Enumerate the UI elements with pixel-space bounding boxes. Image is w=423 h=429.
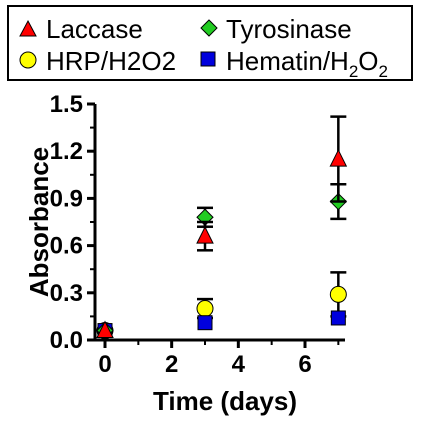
y-tick-label: 0.9 — [50, 185, 83, 212]
data-point-hrp — [329, 285, 347, 303]
legend-label-tyrosinase: Tyrosinase — [226, 14, 352, 44]
legend-triangle-icon — [19, 19, 37, 37]
legend-item-hematin: Hematin/H2O2 — [200, 46, 388, 81]
x-tick-label: 2 — [165, 351, 178, 378]
data-point-hrp — [196, 300, 214, 318]
y-tick-label: 0.0 — [50, 327, 83, 354]
y-tick-label: 1.2 — [50, 138, 83, 165]
y-axis-title: Absorbance — [24, 147, 54, 297]
x-axis-title: Time (days) — [153, 386, 297, 416]
x-tick-label: 4 — [232, 351, 246, 378]
x-ticks: 0 2 4 6 — [98, 340, 340, 378]
x-tick-label: 0 — [98, 351, 111, 378]
legend-item-tyrosinase: Tyrosinase — [200, 14, 352, 44]
legend-square-icon — [200, 51, 216, 67]
y-ticks: 0.0 0.3 0.6 0.9 1.2 1.5 — [50, 91, 95, 354]
legend-circle-icon — [19, 51, 37, 69]
data-point-laccase — [196, 226, 214, 244]
legend-label-laccase: Laccase — [46, 14, 143, 44]
x-tick-label: 6 — [298, 351, 311, 378]
data-point-hematin — [330, 310, 346, 326]
y-tick-label: 0.3 — [50, 280, 83, 307]
legend: Laccase Tyrosinase HRP/H2O2 Hematin/H2O2 — [7, 5, 413, 81]
legend-label-hrp: HRP/H2O2 — [46, 46, 176, 76]
data-point-laccase — [96, 320, 114, 339]
plot-marks — [96, 115, 348, 340]
legend-diamond-icon — [200, 19, 218, 37]
data-point-laccase — [329, 148, 348, 167]
y-tick-label: 1.5 — [50, 91, 83, 118]
y-tick-label: 0.6 — [50, 233, 83, 260]
legend-box — [7, 5, 413, 81]
legend-label-hematin: Hematin/H2O2 — [226, 46, 388, 81]
legend-item-hrp: HRP/H2O2 — [19, 46, 176, 76]
legend-item-laccase: Laccase — [19, 14, 143, 44]
axes — [93, 104, 345, 342]
data-point-hematin — [197, 315, 213, 331]
